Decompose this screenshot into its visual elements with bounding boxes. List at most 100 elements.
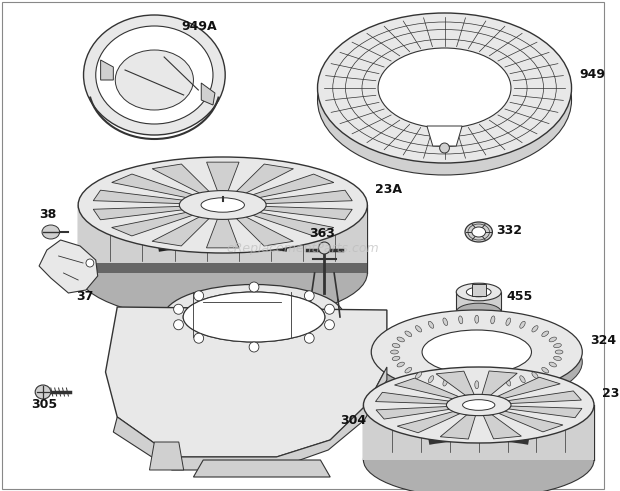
Ellipse shape	[378, 48, 511, 128]
Ellipse shape	[95, 26, 213, 124]
Circle shape	[249, 282, 259, 292]
Ellipse shape	[317, 13, 572, 163]
Polygon shape	[394, 378, 459, 399]
Ellipse shape	[84, 15, 225, 135]
Ellipse shape	[183, 292, 325, 342]
Polygon shape	[376, 392, 449, 404]
Polygon shape	[508, 391, 582, 404]
Circle shape	[194, 291, 203, 301]
Text: 304: 304	[340, 414, 366, 427]
Ellipse shape	[554, 344, 561, 348]
Ellipse shape	[465, 222, 492, 242]
Ellipse shape	[466, 287, 491, 297]
Polygon shape	[440, 415, 476, 439]
Circle shape	[174, 320, 184, 330]
Ellipse shape	[443, 379, 448, 386]
Polygon shape	[112, 212, 195, 236]
Ellipse shape	[472, 227, 485, 237]
Polygon shape	[93, 206, 185, 220]
Text: 23: 23	[602, 387, 619, 400]
Ellipse shape	[415, 372, 422, 379]
Polygon shape	[251, 174, 334, 198]
Text: eReplacementParts.com: eReplacementParts.com	[226, 242, 379, 254]
Ellipse shape	[554, 356, 561, 360]
Polygon shape	[456, 292, 501, 312]
Ellipse shape	[392, 344, 400, 348]
Ellipse shape	[491, 316, 495, 324]
Polygon shape	[206, 162, 239, 191]
Polygon shape	[484, 415, 521, 439]
Ellipse shape	[520, 376, 525, 383]
Ellipse shape	[532, 326, 538, 332]
Polygon shape	[113, 367, 387, 470]
Ellipse shape	[363, 422, 594, 491]
Ellipse shape	[42, 225, 60, 239]
Ellipse shape	[506, 379, 511, 386]
Text: 949A: 949A	[182, 20, 218, 33]
Circle shape	[174, 304, 184, 314]
Ellipse shape	[446, 394, 511, 416]
Ellipse shape	[506, 318, 511, 326]
Polygon shape	[363, 405, 594, 460]
Ellipse shape	[428, 321, 434, 328]
Circle shape	[325, 304, 334, 314]
Polygon shape	[236, 164, 293, 194]
Ellipse shape	[520, 321, 525, 328]
Ellipse shape	[78, 225, 367, 321]
Text: 949: 949	[579, 68, 605, 81]
Ellipse shape	[463, 400, 495, 410]
Polygon shape	[498, 377, 560, 398]
Ellipse shape	[397, 337, 404, 342]
Text: 324: 324	[590, 334, 616, 347]
Polygon shape	[397, 411, 460, 433]
Text: 363: 363	[309, 227, 335, 240]
Ellipse shape	[405, 331, 412, 336]
Text: 23A: 23A	[375, 183, 402, 196]
Circle shape	[319, 242, 330, 254]
Polygon shape	[376, 407, 450, 419]
Polygon shape	[251, 212, 334, 236]
Ellipse shape	[363, 367, 594, 443]
Circle shape	[86, 259, 94, 267]
Polygon shape	[193, 460, 330, 477]
Polygon shape	[78, 263, 367, 273]
Ellipse shape	[378, 60, 511, 140]
Polygon shape	[498, 411, 563, 432]
Text: 332: 332	[496, 224, 522, 237]
Ellipse shape	[475, 315, 479, 323]
Ellipse shape	[459, 316, 463, 324]
Ellipse shape	[475, 381, 479, 389]
Ellipse shape	[78, 157, 367, 253]
Ellipse shape	[456, 283, 501, 301]
Ellipse shape	[422, 340, 531, 384]
Polygon shape	[152, 216, 210, 246]
Polygon shape	[78, 205, 367, 273]
Polygon shape	[206, 218, 239, 248]
Ellipse shape	[443, 318, 448, 326]
Ellipse shape	[422, 330, 531, 374]
Polygon shape	[149, 442, 184, 470]
FancyBboxPatch shape	[472, 284, 485, 296]
Polygon shape	[93, 190, 185, 204]
Ellipse shape	[405, 367, 412, 373]
Ellipse shape	[456, 303, 501, 321]
Ellipse shape	[183, 292, 325, 342]
Text: 38: 38	[39, 208, 56, 221]
Polygon shape	[436, 371, 474, 395]
Ellipse shape	[555, 350, 563, 354]
Ellipse shape	[317, 25, 572, 175]
Polygon shape	[39, 240, 98, 293]
Polygon shape	[482, 371, 517, 395]
Text: 305: 305	[31, 398, 58, 411]
Ellipse shape	[391, 350, 399, 354]
Polygon shape	[202, 83, 215, 105]
Ellipse shape	[549, 337, 557, 342]
Polygon shape	[105, 307, 387, 457]
Polygon shape	[261, 206, 352, 220]
Polygon shape	[508, 406, 582, 418]
Ellipse shape	[491, 380, 495, 388]
Ellipse shape	[201, 198, 244, 212]
Ellipse shape	[35, 385, 51, 399]
Circle shape	[325, 320, 334, 330]
Ellipse shape	[542, 367, 549, 373]
